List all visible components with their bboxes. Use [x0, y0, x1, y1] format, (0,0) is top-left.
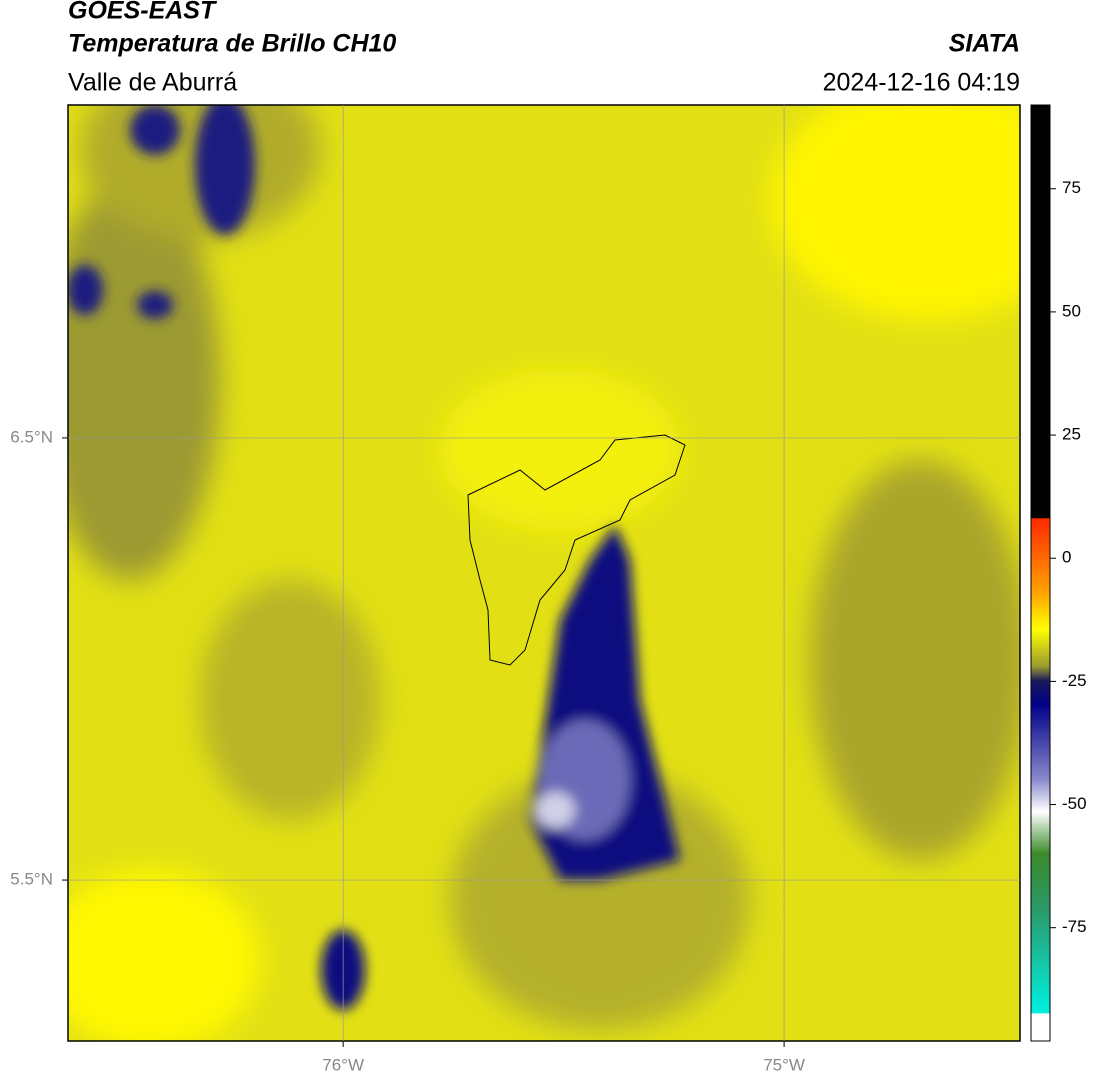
colorbar-tick-label: 75 — [1062, 178, 1081, 197]
region: Valle de Aburrá — [68, 69, 237, 97]
colorbar-tick-label: -75 — [1062, 917, 1087, 936]
lon-tick-label: 76°W — [322, 1055, 364, 1074]
municipal-outline — [467, 434, 686, 666]
colorbar-tick-label: -50 — [1062, 794, 1087, 813]
subtitle: Temperatura de Brillo CH10 — [68, 30, 396, 58]
lat-tick-label: 5.5°N — [10, 870, 53, 889]
colorbar-tick-label: 50 — [1062, 301, 1081, 320]
imagery — [68, 105, 1020, 1041]
lat-tick-label: 6.5°N — [10, 427, 53, 446]
title: GOES-EAST — [68, 0, 218, 25]
source: SIATA — [949, 30, 1020, 58]
datetime: 2024-12-16 04:19 — [823, 69, 1020, 97]
colorbar-tick-label: 25 — [1062, 425, 1081, 444]
colorbar-tick-label: 0 — [1062, 548, 1071, 567]
colorbar — [1030, 104, 1051, 1042]
colorbar-tick-label: -25 — [1062, 671, 1087, 690]
map-frame — [67, 104, 1021, 1042]
lon-tick-label: 75°W — [763, 1055, 805, 1074]
